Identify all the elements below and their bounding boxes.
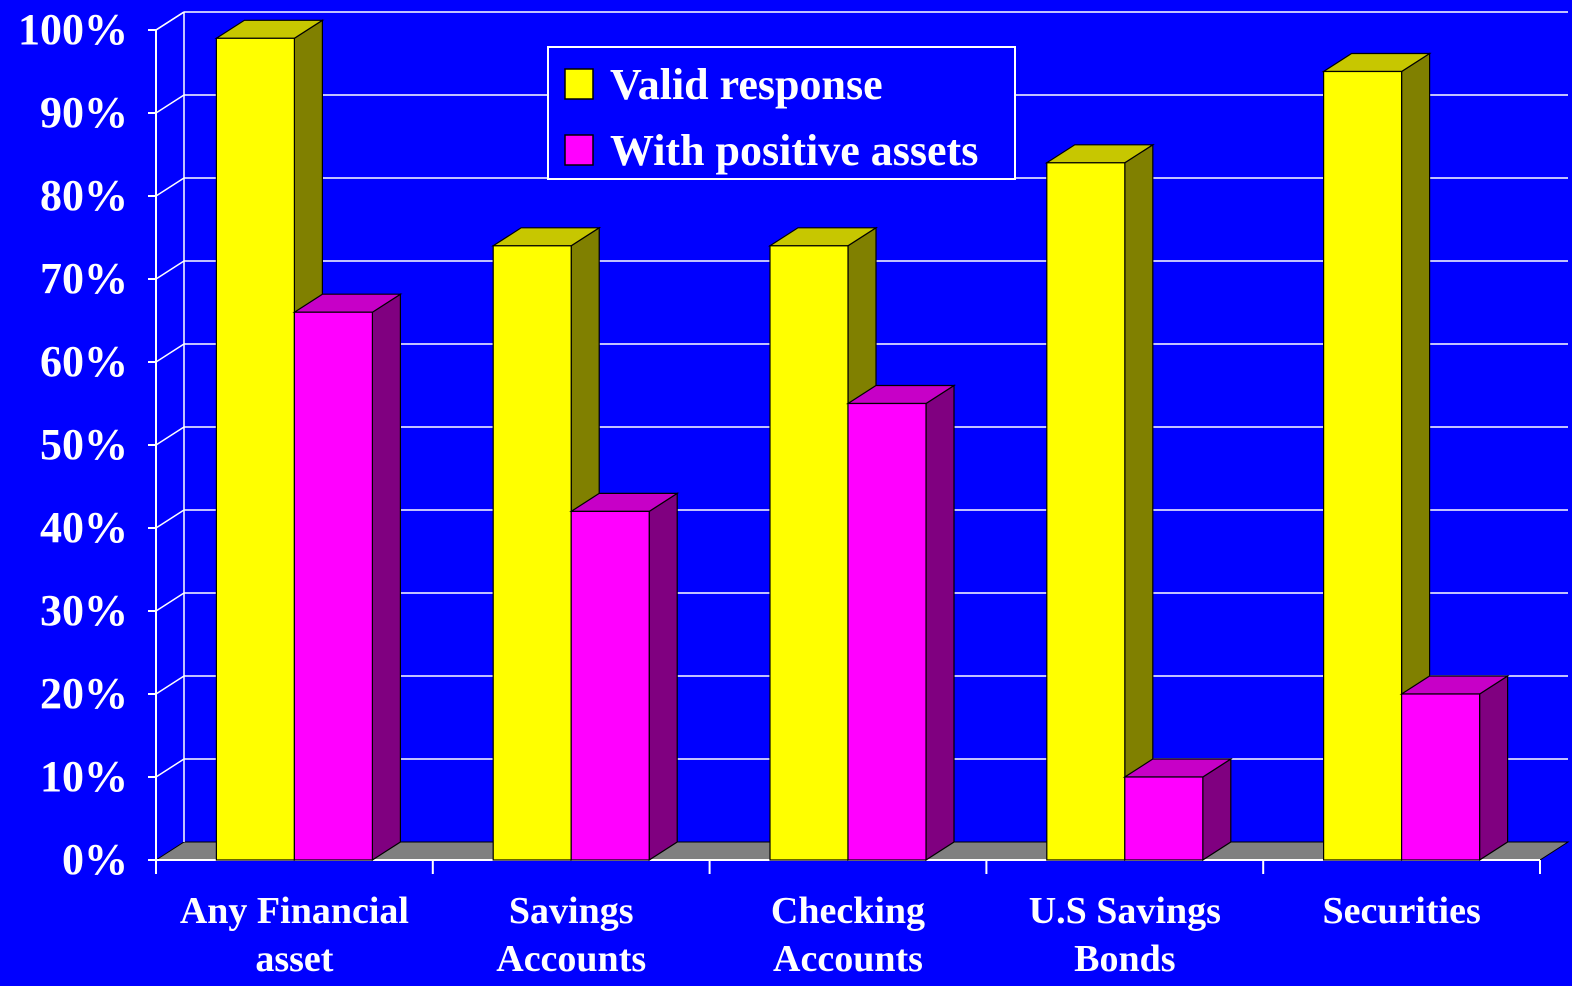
x-tick-label-line: Accounts (773, 938, 923, 980)
x-tick-label-line: asset (255, 938, 333, 980)
bar-3-1 (1122, 757, 1233, 862)
y-tick-label: 0% (62, 835, 128, 884)
legend-box (547, 46, 1016, 180)
legend-label: Valid response (610, 60, 883, 109)
gridline-side (155, 758, 185, 778)
bar-side (1478, 674, 1509, 862)
y-tick-label: 30% (40, 586, 128, 635)
bar-front (215, 37, 295, 861)
y-tick-label: 80% (40, 171, 128, 220)
legend-swatch (564, 134, 594, 166)
y-tick-label: 20% (40, 669, 128, 718)
bar-side (648, 492, 678, 862)
x-tick-label-line: Any Financial (180, 890, 409, 932)
gridline-side (155, 260, 185, 280)
gridline-side (155, 343, 185, 363)
y-tick-label: 40% (40, 503, 128, 552)
legend-swatch (564, 68, 594, 100)
gridline-side (155, 675, 185, 695)
y-tick-label: 60% (40, 337, 128, 386)
x-tick-label: Savings Accounts (496, 890, 646, 980)
gridline-side (155, 509, 185, 529)
bar-0-1 (292, 293, 403, 862)
x-tick-label-line: Securities (1322, 890, 1480, 932)
x-tick-label: Securities (1322, 890, 1480, 932)
x-tick-label: U.S Savings Bonds (1029, 890, 1221, 980)
y-tick-label: 10% (40, 752, 128, 801)
gridline-side (155, 94, 185, 114)
bar-front (1322, 70, 1403, 861)
bar-4-1 (1399, 674, 1510, 862)
bar-front (1046, 162, 1126, 861)
bar-front (769, 245, 849, 861)
bar-2-1 (845, 384, 957, 862)
x-tick-label-line: Accounts (496, 938, 646, 980)
gridline-side (155, 426, 185, 446)
bar-3-0 (1044, 143, 1155, 862)
bar-side (925, 384, 955, 862)
y-tick-labels: 0% 10% 20% 30% 40% 50% 60% 70% 80% 90% 100% (18, 5, 128, 884)
top-side-edge (155, 11, 185, 31)
bar-front (847, 402, 927, 861)
x-tick-label: Checking Accounts (771, 890, 925, 980)
legend: Valid response With positive assets (547, 46, 1016, 180)
bar-front (492, 245, 572, 861)
x-tick-label-line: Savings (509, 890, 634, 932)
bar-front (570, 510, 650, 861)
bar-1-1 (569, 492, 680, 862)
bar-front (1124, 776, 1204, 861)
x-tick-label-line: U.S Savings (1029, 890, 1221, 932)
y-tick-label: 100% (18, 5, 128, 54)
x-tick-label: Any Financial asset (180, 890, 409, 980)
bar-side (371, 293, 401, 862)
y-tick-label: 50% (40, 420, 128, 469)
legend-label: With positive assets (610, 126, 978, 175)
gridline-side (155, 592, 185, 612)
x-tick-label-line: Bonds (1074, 938, 1175, 980)
bars (214, 19, 1510, 862)
y-tick-label: 70% (40, 254, 128, 303)
y-tick-label: 90% (40, 88, 128, 137)
x-tick-label-line: Checking (771, 890, 925, 932)
gridline-side (155, 177, 185, 197)
bar-front (1400, 693, 1481, 861)
bar-front (293, 311, 373, 861)
bar-side (1124, 143, 1154, 862)
